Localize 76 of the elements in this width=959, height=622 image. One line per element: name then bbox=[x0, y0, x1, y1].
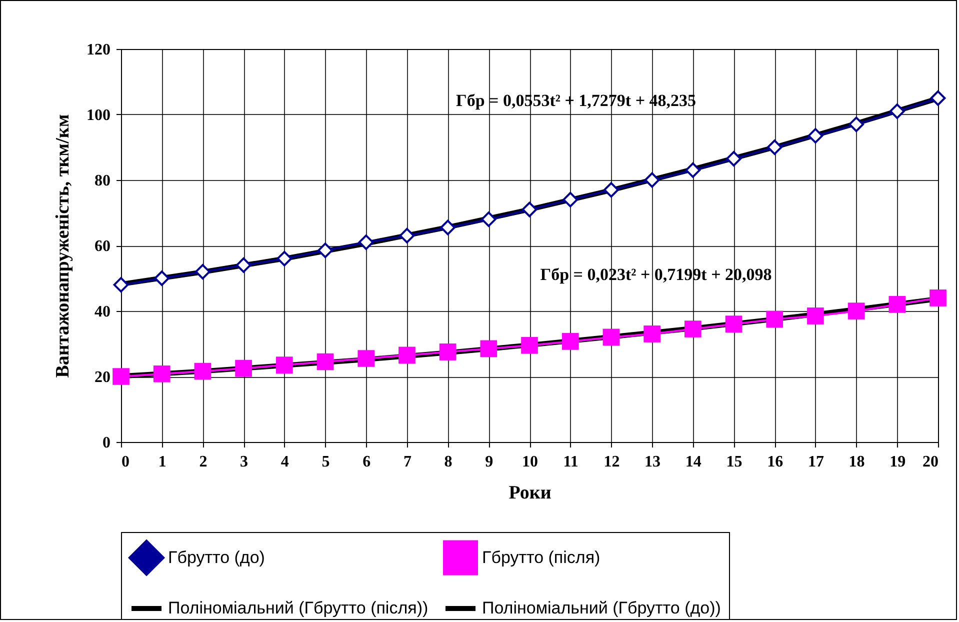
x-tick-label: 20 bbox=[922, 454, 938, 470]
x-tick-label: 4 bbox=[280, 454, 289, 470]
point bbox=[848, 116, 864, 132]
point bbox=[480, 212, 496, 228]
point bbox=[276, 250, 292, 266]
point bbox=[113, 277, 129, 293]
point bbox=[399, 228, 415, 244]
y-axis-title: Вантажонапруженість, ткм/км bbox=[52, 114, 74, 378]
x-tick-label: 2 bbox=[199, 454, 208, 470]
x-tick-label: 11 bbox=[563, 454, 578, 470]
point bbox=[562, 333, 579, 350]
y-tick-label: 80 bbox=[94, 172, 110, 190]
point bbox=[522, 202, 538, 218]
point bbox=[888, 296, 906, 313]
point bbox=[194, 264, 210, 280]
point bbox=[766, 310, 784, 328]
x-tick-label: 13 bbox=[644, 454, 661, 470]
x-tick-label: 1 bbox=[158, 454, 166, 470]
x-tick-label: 7 bbox=[403, 454, 412, 470]
point bbox=[276, 356, 293, 374]
x-tick-label: 17 bbox=[808, 454, 824, 470]
point bbox=[398, 346, 416, 364]
point bbox=[236, 257, 252, 273]
x-tick-label: 10 bbox=[522, 454, 538, 470]
point bbox=[602, 328, 620, 346]
point bbox=[644, 172, 660, 188]
point bbox=[440, 220, 456, 236]
point bbox=[889, 104, 905, 119]
legend-label: Гбрутто (до) bbox=[168, 548, 265, 567]
x-tick-label: 16 bbox=[767, 454, 784, 470]
point bbox=[603, 182, 619, 198]
point bbox=[644, 326, 660, 342]
point bbox=[358, 350, 375, 367]
x-tick-label: 5 bbox=[322, 454, 330, 470]
point bbox=[318, 242, 333, 258]
point bbox=[808, 128, 824, 144]
legend-label: Гбрутто (після) bbox=[482, 548, 600, 567]
y-tick-label: 40 bbox=[94, 304, 110, 320]
point bbox=[766, 140, 782, 155]
point bbox=[725, 316, 742, 333]
x-tick-label: 8 bbox=[444, 454, 452, 470]
x-tick-label: 14 bbox=[685, 454, 702, 470]
point bbox=[562, 192, 578, 208]
point bbox=[848, 302, 865, 320]
point bbox=[930, 90, 946, 106]
x-tick-label: 6 bbox=[362, 454, 371, 470]
point bbox=[685, 162, 701, 178]
x-tick-label: 3 bbox=[240, 454, 248, 470]
point bbox=[358, 234, 374, 250]
point bbox=[112, 368, 130, 385]
point bbox=[807, 307, 824, 324]
x-tick-label: 15 bbox=[726, 454, 742, 470]
point bbox=[153, 365, 170, 382]
point bbox=[316, 353, 334, 370]
y-tick-label: 120 bbox=[86, 42, 110, 58]
y-tick-label: 20 bbox=[94, 369, 110, 386]
point bbox=[439, 344, 456, 360]
point bbox=[235, 360, 252, 377]
point bbox=[194, 362, 212, 380]
point bbox=[480, 340, 498, 358]
y-tick-label: 0 bbox=[102, 434, 110, 452]
y-tick-label: 100 bbox=[86, 107, 110, 124]
x-tick-label: 12 bbox=[604, 454, 620, 470]
x-tick-label: 0 bbox=[122, 454, 130, 470]
x-axis-title: Роки bbox=[508, 482, 552, 504]
point bbox=[154, 270, 170, 286]
legend-label: Поліноміальний (Гбрутто (після)) bbox=[168, 598, 428, 618]
x-tick-label: 9 bbox=[485, 454, 494, 470]
y-tick-label: 60 bbox=[94, 238, 110, 255]
legend-label: Поліноміальний (Гбрутто (до)) bbox=[482, 598, 721, 618]
point bbox=[684, 320, 702, 338]
x-tick-label: 19 bbox=[890, 454, 906, 470]
point bbox=[930, 289, 946, 306]
point bbox=[521, 336, 538, 354]
point bbox=[726, 151, 742, 166]
x-tick-label: 18 bbox=[848, 454, 865, 470]
